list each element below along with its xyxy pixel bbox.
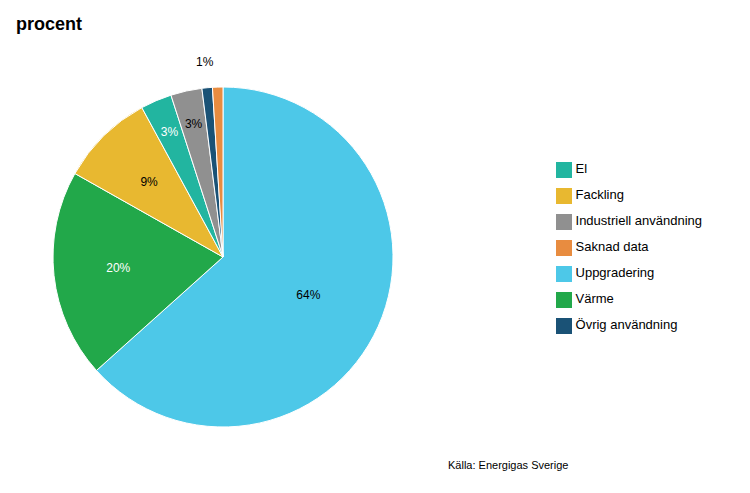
html-text:Fackling: Fackling (575, 187, 624, 202)
svg-text:1%: 1% (196, 55, 214, 69)
svg-text:64%: 64% (296, 288, 320, 302)
svg-text:3%: 3% (161, 125, 179, 139)
svg-text:9%: 9% (140, 175, 158, 189)
html-text:procent: procent (16, 14, 82, 34)
html-text:Övrig användning: Övrig användning (575, 317, 678, 332)
html-text:Uppgradering: Uppgradering (575, 265, 655, 280)
html-text:Industriell användning: Industriell användning (575, 213, 702, 228)
html-text:El: El (575, 161, 588, 176)
html-text:Källa: Energigas Sverige: Källa: Energigas Sverige (448, 459, 569, 471)
html-text:Saknad data: Saknad data (575, 239, 649, 254)
html-text:Värme: Värme (575, 291, 614, 306)
svg-text:3%: 3% (185, 117, 203, 131)
svg-text:20%: 20% (106, 261, 130, 275)
